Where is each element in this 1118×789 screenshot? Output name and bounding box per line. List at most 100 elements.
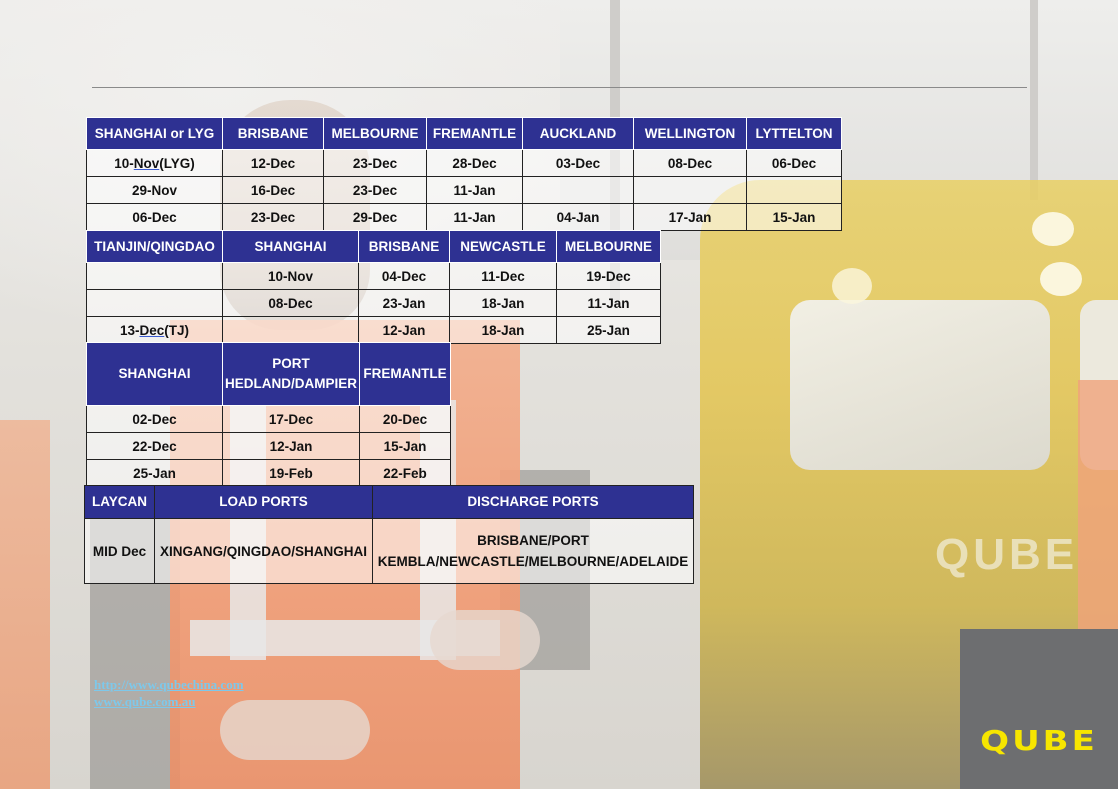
table-cell: 19-Feb	[222, 459, 360, 487]
background-worker-vest	[0, 420, 50, 789]
column-header: MELBOURNE	[556, 230, 661, 263]
table-cell: 19-Dec	[556, 262, 661, 290]
schedule-table-bulk: LAYCAN LOAD PORTS DISCHARGE PORTS MID De…	[84, 485, 694, 584]
table-cell: 16-Dec	[222, 176, 324, 204]
table-cell: 15-Jan	[359, 432, 451, 460]
table-cell: 18-Jan	[449, 316, 557, 344]
table-cell: 10-Nov(LYG)	[86, 149, 223, 177]
table-cell: 15-Jan	[746, 203, 842, 231]
table-cell: 25-Jan	[86, 459, 223, 487]
table-row: 22-Dec 12-Jan 15-Jan	[86, 432, 451, 460]
table-cell: 18-Jan	[449, 289, 557, 317]
website-links: http://www.qubechina.com www.qube.com.au	[94, 676, 244, 710]
table-row: 10-Nov 04-Dec 11-Dec 19-Dec	[86, 262, 661, 290]
table-cell	[633, 176, 747, 204]
header-divider	[92, 87, 1027, 88]
table-row: MID Dec XINGANG/QINGDAO/SHANGHAI BRISBAN…	[84, 518, 694, 584]
background-train-window	[790, 300, 1050, 470]
background-worker-hand	[430, 610, 540, 670]
table-header-row: TIANJIN/QINGDAO SHANGHAI BRISBANE NEWCAS…	[86, 230, 661, 263]
table-cell: 11-Dec	[449, 262, 557, 290]
background-worker-hand	[220, 700, 370, 760]
table-cell: MID Dec	[84, 518, 155, 584]
column-header: BRISBANE	[222, 117, 324, 150]
table-cell: 11-Jan	[426, 203, 523, 231]
background-worker-vest	[1078, 380, 1118, 630]
table-row: 10-Nov(LYG) 12-Dec 23-Dec 28-Dec 03-Dec …	[86, 149, 842, 177]
table-row: 08-Dec 23-Jan 18-Jan 11-Jan	[86, 289, 661, 317]
qube-logo-text: QUBE	[980, 724, 1098, 758]
table-cell: 17-Dec	[222, 405, 360, 433]
background-pole	[1030, 0, 1038, 200]
table-cell: 08-Dec	[633, 149, 747, 177]
background-train-light	[1040, 262, 1082, 296]
qubechina-link[interactable]: http://www.qubechina.com	[94, 677, 244, 692]
table-cell: 06-Dec	[746, 149, 842, 177]
table-cell	[222, 316, 359, 344]
table-cell: 29-Nov	[86, 176, 223, 204]
column-header: FREMANTLE	[426, 117, 523, 150]
column-header: BRISBANE	[358, 230, 450, 263]
table-cell: 23-Dec	[222, 203, 324, 231]
table-cell	[86, 289, 223, 317]
column-header: MELBOURNE	[323, 117, 427, 150]
column-header: LYTTELTON	[746, 117, 842, 150]
background-train-light	[1032, 212, 1074, 246]
table-cell: 13-Dec(TJ)	[86, 316, 223, 344]
table-cell: XINGANG/QINGDAO/SHANGHAI	[154, 518, 373, 584]
schedule-table-nz-au: SHANGHAI or LYG BRISBANE MELBOURNE FREMA…	[86, 117, 842, 231]
table-cell	[522, 176, 634, 204]
column-header: FREMANTLE	[359, 342, 451, 406]
table-cell: 11-Jan	[426, 176, 523, 204]
table-cell: 08-Dec	[222, 289, 359, 317]
table-cell: 06-Dec	[86, 203, 223, 231]
table-row: 25-Jan 19-Feb 22-Feb	[86, 459, 451, 487]
column-header: AUCKLAND	[522, 117, 634, 150]
table-cell	[86, 262, 223, 290]
table-cell: 03-Dec	[522, 149, 634, 177]
table-header-row: SHANGHAI or LYG BRISBANE MELBOURNE FREMA…	[86, 117, 842, 150]
table-cell: 20-Dec	[359, 405, 451, 433]
column-header: SHANGHAI	[86, 342, 223, 406]
column-header: LOAD PORTS	[154, 485, 373, 519]
table-row: 06-Dec 23-Dec 29-Dec 11-Jan 04-Jan 17-Ja…	[86, 203, 842, 231]
table-cell: 22-Dec	[86, 432, 223, 460]
column-header: WELLINGTON	[633, 117, 747, 150]
table-cell: 23-Dec	[323, 149, 427, 177]
table-cell: 22-Feb	[359, 459, 451, 487]
table-cell: 23-Dec	[323, 176, 427, 204]
table-cell: 04-Jan	[522, 203, 634, 231]
table-cell: 17-Jan	[633, 203, 747, 231]
column-header: DISCHARGE PORTS	[372, 485, 694, 519]
qube-au-link[interactable]: www.qube.com.au	[94, 694, 196, 709]
table-cell: 10-Nov	[222, 262, 359, 290]
column-header: TIANJIN/QINGDAO	[86, 230, 223, 263]
column-header: NEWCASTLE	[449, 230, 557, 263]
table-cell: 25-Jan	[556, 316, 661, 344]
table-cell: 12-Dec	[222, 149, 324, 177]
table-cell: 02-Dec	[86, 405, 223, 433]
column-header: SHANGHAI	[222, 230, 359, 263]
table-cell: 11-Jan	[556, 289, 661, 317]
column-header: PORT HEDLAND/DAMPIER	[222, 342, 360, 406]
column-header: SHANGHAI or LYG	[86, 117, 223, 150]
table-cell: 04-Dec	[358, 262, 450, 290]
table-row: 29-Nov 16-Dec 23-Dec 11-Jan	[86, 176, 842, 204]
table-cell: 12-Jan	[222, 432, 360, 460]
table-cell: 29-Dec	[323, 203, 427, 231]
table-cell: BRISBANE/PORT KEMBLA/NEWCASTLE/MELBOURNE…	[372, 518, 694, 584]
background-train-light	[832, 268, 872, 304]
schedule-table-wa: SHANGHAI PORT HEDLAND/DAMPIER FREMANTLE …	[86, 342, 451, 487]
table-row: 13-Dec(TJ) 12-Jan 18-Jan 25-Jan	[86, 316, 661, 344]
schedule-table-north-china: TIANJIN/QINGDAO SHANGHAI BRISBANE NEWCAS…	[86, 230, 661, 344]
table-row: 02-Dec 17-Dec 20-Dec	[86, 405, 451, 433]
table-cell: 28-Dec	[426, 149, 523, 177]
qube-logo: QUBE	[960, 629, 1118, 789]
table-header-row: LAYCAN LOAD PORTS DISCHARGE PORTS	[84, 485, 694, 519]
table-cell	[746, 176, 842, 204]
table-header-row: SHANGHAI PORT HEDLAND/DAMPIER FREMANTLE	[86, 342, 451, 406]
table-cell: 12-Jan	[358, 316, 450, 344]
column-header: LAYCAN	[84, 485, 155, 519]
table-cell: 23-Jan	[358, 289, 450, 317]
background-train-lettering: QUBE	[935, 530, 1079, 579]
